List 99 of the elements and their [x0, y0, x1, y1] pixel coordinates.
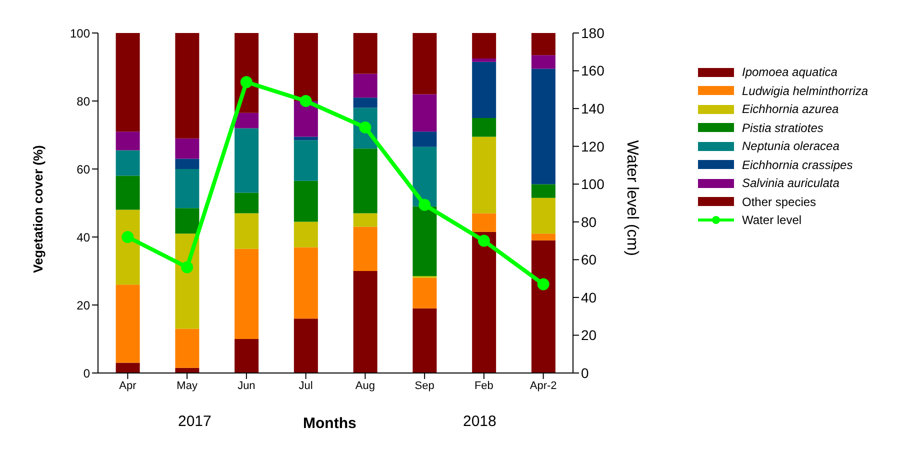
point [181, 261, 194, 274]
bar [412, 94, 437, 132]
y2-tick-label: 140 [581, 100, 605, 117]
bar [353, 148, 378, 214]
bar [353, 98, 378, 108]
bar [294, 318, 318, 373]
legend-label: Water level [742, 213, 802, 228]
y2-tick-label: 120 [581, 138, 605, 154]
bar [353, 226, 378, 271]
bar [294, 247, 318, 319]
y2-axis-title: Water level (cm) [623, 140, 640, 256]
bar [234, 192, 259, 214]
bar [531, 240, 556, 373]
y2-tick-label: 180 [581, 24, 605, 41]
x-tick-label: Sep [414, 380, 434, 392]
bar [234, 112, 259, 128]
bar [234, 248, 259, 339]
y2-tick-label: 100 [581, 176, 605, 192]
y-tick-label: 0 [83, 366, 90, 380]
bar [472, 213, 496, 232]
y2-tick-label: 20 [581, 327, 597, 344]
bar [531, 33, 556, 56]
bar [294, 222, 318, 248]
bar [412, 206, 437, 276]
y2-tick-label: 40 [581, 289, 597, 306]
bar [353, 74, 378, 98]
bar [531, 55, 556, 69]
point [418, 198, 431, 211]
y-tick-label: 20 [76, 298, 90, 312]
bar [531, 198, 556, 234]
bar [234, 128, 259, 193]
bar [116, 284, 140, 363]
x-tick-label: Jun [238, 380, 256, 392]
bar [412, 132, 437, 147]
y2-tick-label: 80 [581, 214, 597, 230]
legend-label: Salvinia auriculata [742, 176, 840, 190]
bar [412, 278, 437, 308]
x-tick-label: Apr-2 [530, 380, 557, 392]
legend-label: Eichhornia azurea [742, 102, 839, 116]
bar [175, 33, 200, 138]
bar [412, 33, 437, 94]
bar [116, 33, 140, 132]
bar [472, 232, 496, 373]
y2-tick-label: 160 [581, 62, 605, 79]
bar [175, 138, 200, 159]
bar [472, 62, 496, 118]
legend-label: Other species [742, 194, 816, 209]
y-axis-title: Vegetation cover (%) [30, 145, 46, 273]
bar [175, 158, 200, 169]
bar [353, 213, 378, 227]
bar [116, 362, 140, 373]
text: 2018 [463, 413, 496, 430]
bar [175, 208, 200, 234]
legend-label: Eichhornia crassipes [742, 158, 853, 172]
bar [294, 180, 318, 222]
legend-label: Ludwigia helminthorriza [742, 84, 868, 98]
bar [116, 210, 140, 285]
bar [294, 33, 318, 101]
bar [353, 33, 378, 74]
bar [531, 68, 556, 184]
bar [116, 132, 140, 150]
bar [294, 140, 318, 181]
bar [294, 136, 318, 140]
point [122, 231, 134, 243]
bar [472, 118, 496, 137]
x-tick-label: Jul [298, 380, 313, 392]
bar [353, 271, 378, 373]
legend-label: Pistia stratiotes [742, 120, 824, 135]
bar [531, 234, 556, 240]
y-tick-label: 80 [76, 94, 90, 108]
x-tick-label: Aug [355, 380, 375, 392]
x-tick-label: Apr [119, 380, 137, 392]
bar [412, 146, 437, 206]
bar [234, 339, 259, 373]
bar [472, 136, 496, 214]
point [478, 234, 490, 247]
bar [116, 150, 140, 176]
bar [412, 308, 437, 373]
y-tick-label: 40 [76, 230, 90, 244]
x-tick-label: May [176, 380, 198, 392]
legend-label: Neptunia oleracea [742, 139, 840, 154]
point [300, 95, 312, 107]
x-tick-label: Feb [474, 380, 494, 392]
point [240, 76, 252, 88]
bar [472, 33, 496, 58]
bar [472, 58, 496, 62]
y2-tick-label: 0 [581, 364, 589, 381]
bar [234, 213, 259, 249]
bar [175, 169, 200, 208]
bar [531, 184, 556, 198]
y-tick-label: 100 [70, 26, 90, 40]
bar [175, 328, 200, 368]
y2-tick-label: 60 [581, 252, 597, 268]
x-axis-title: Months [303, 415, 356, 432]
text: 2017 [178, 413, 212, 430]
y-tick-label: 60 [76, 162, 90, 176]
legend-label: Ipomoea aquatica [742, 65, 838, 80]
point [537, 278, 550, 290]
bar [116, 176, 140, 210]
